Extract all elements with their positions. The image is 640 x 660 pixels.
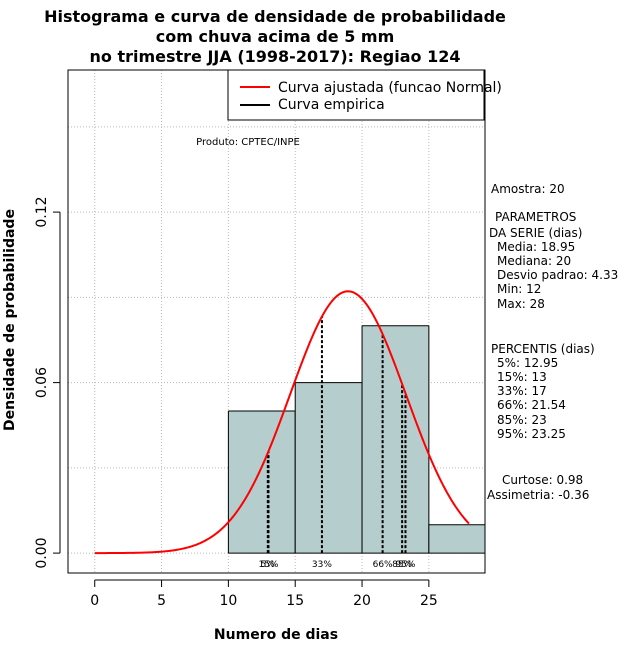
percentile-label: 15% [258, 560, 278, 570]
percentile-label: 33% [312, 560, 332, 570]
y-tick-label: 0.06 [34, 367, 50, 398]
percentile-label: 5% [261, 560, 276, 570]
histogram-bar [295, 382, 363, 554]
x-tick-label: 20 [353, 593, 371, 609]
product-annotation: Produto: CPTEC/INPE [196, 137, 300, 148]
chart-title-line-1: Histograma e curva de densidade de proba… [44, 7, 506, 26]
stat-max: Max: 28 [497, 297, 545, 311]
stat-p66: 66%: 21.54 [497, 398, 566, 412]
stat-media: Media: 18.95 [497, 240, 575, 254]
percentile-label: 66% [373, 560, 393, 570]
chart-title-line-3: no trimestre JJA (1998-2017): Regiao 124 [89, 47, 460, 66]
legend-box [227, 69, 485, 121]
y-tick-label: 0.12 [34, 197, 50, 228]
histogram-bar [228, 411, 296, 554]
fitted-curve-path [94, 290, 470, 555]
histogram-bar [428, 524, 485, 554]
stat-amostra: Amostra: 20 [491, 182, 565, 196]
y-tick-label: 0.00 [34, 538, 50, 569]
chart-title-line-2: com chuva acima de 5 mm [156, 27, 395, 46]
x-tick-label: 0 [90, 593, 99, 609]
y-axis: 0.00 0.06 0.12 [34, 197, 61, 569]
y-axis-title: Densidade de probabilidade [2, 209, 18, 431]
percentile-lines: 5%15% 33% 66% 85%95% [258, 316, 416, 570]
x-tick-label: 25 [420, 593, 438, 609]
x-tick-label: 10 [219, 593, 237, 609]
stat-param-title-2: DA SERIE (dias) [489, 226, 582, 240]
legend-label-empirical: Curva empirica [278, 97, 385, 113]
stats-panel: Amostra: 20 PARAMETROS DA SERIE (dias) M… [487, 182, 618, 502]
stat-p5: 5%: 12.95 [497, 356, 558, 370]
histogram-bars [227, 325, 485, 554]
stat-param-title-1: PARAMETROS [495, 210, 576, 224]
legend-label-fitted: Curva ajustada (funcao Normal) [278, 80, 502, 96]
stat-mediana: Mediana: 20 [497, 254, 571, 268]
x-axis-title: Numero de dias [214, 627, 338, 643]
stat-desvio: Desvio padrao: 4.33 [497, 268, 618, 282]
histogram-bar [362, 325, 429, 554]
x-axis: 0 5 10 15 20 25 [90, 579, 438, 609]
stat-min: Min: 12 [497, 282, 541, 296]
stat-percentis-title: PERCENTIS (dias) [491, 342, 595, 356]
stat-p85: 85%: 23 [497, 413, 547, 427]
stat-p15: 15%: 13 [497, 370, 547, 384]
x-tick-label: 15 [286, 593, 304, 609]
stat-assimetria: Assimetria: -0.36 [487, 488, 589, 502]
stat-p95: 95%: 23.25 [497, 427, 566, 441]
x-tick-label: 5 [157, 593, 166, 609]
stat-curtose: Curtose: 0.98 [502, 473, 583, 487]
percentile-label: 95% [395, 560, 415, 570]
legend: Curva ajustada (funcao Normal) Curva emp… [227, 69, 502, 121]
percentile-label: 85% [392, 560, 412, 570]
stat-p33: 33%: 17 [497, 384, 547, 398]
fitted-curve [94, 290, 470, 555]
